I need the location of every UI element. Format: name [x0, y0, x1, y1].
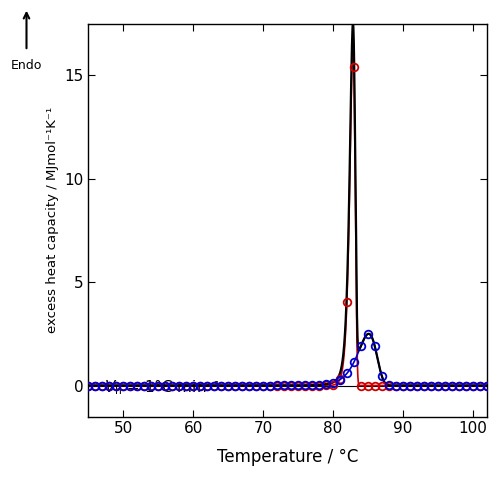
Y-axis label: excess heat capacity / MJmol⁻¹K⁻¹: excess heat capacity / MJmol⁻¹K⁻¹ [46, 107, 59, 333]
Text: $V_{\mathrm{h}}$ = 1°C min⁻¹: $V_{\mathrm{h}}$ = 1°C min⁻¹ [104, 377, 221, 397]
X-axis label: Temperature / °C: Temperature / °C [217, 447, 358, 466]
Text: Endo: Endo [11, 59, 42, 72]
